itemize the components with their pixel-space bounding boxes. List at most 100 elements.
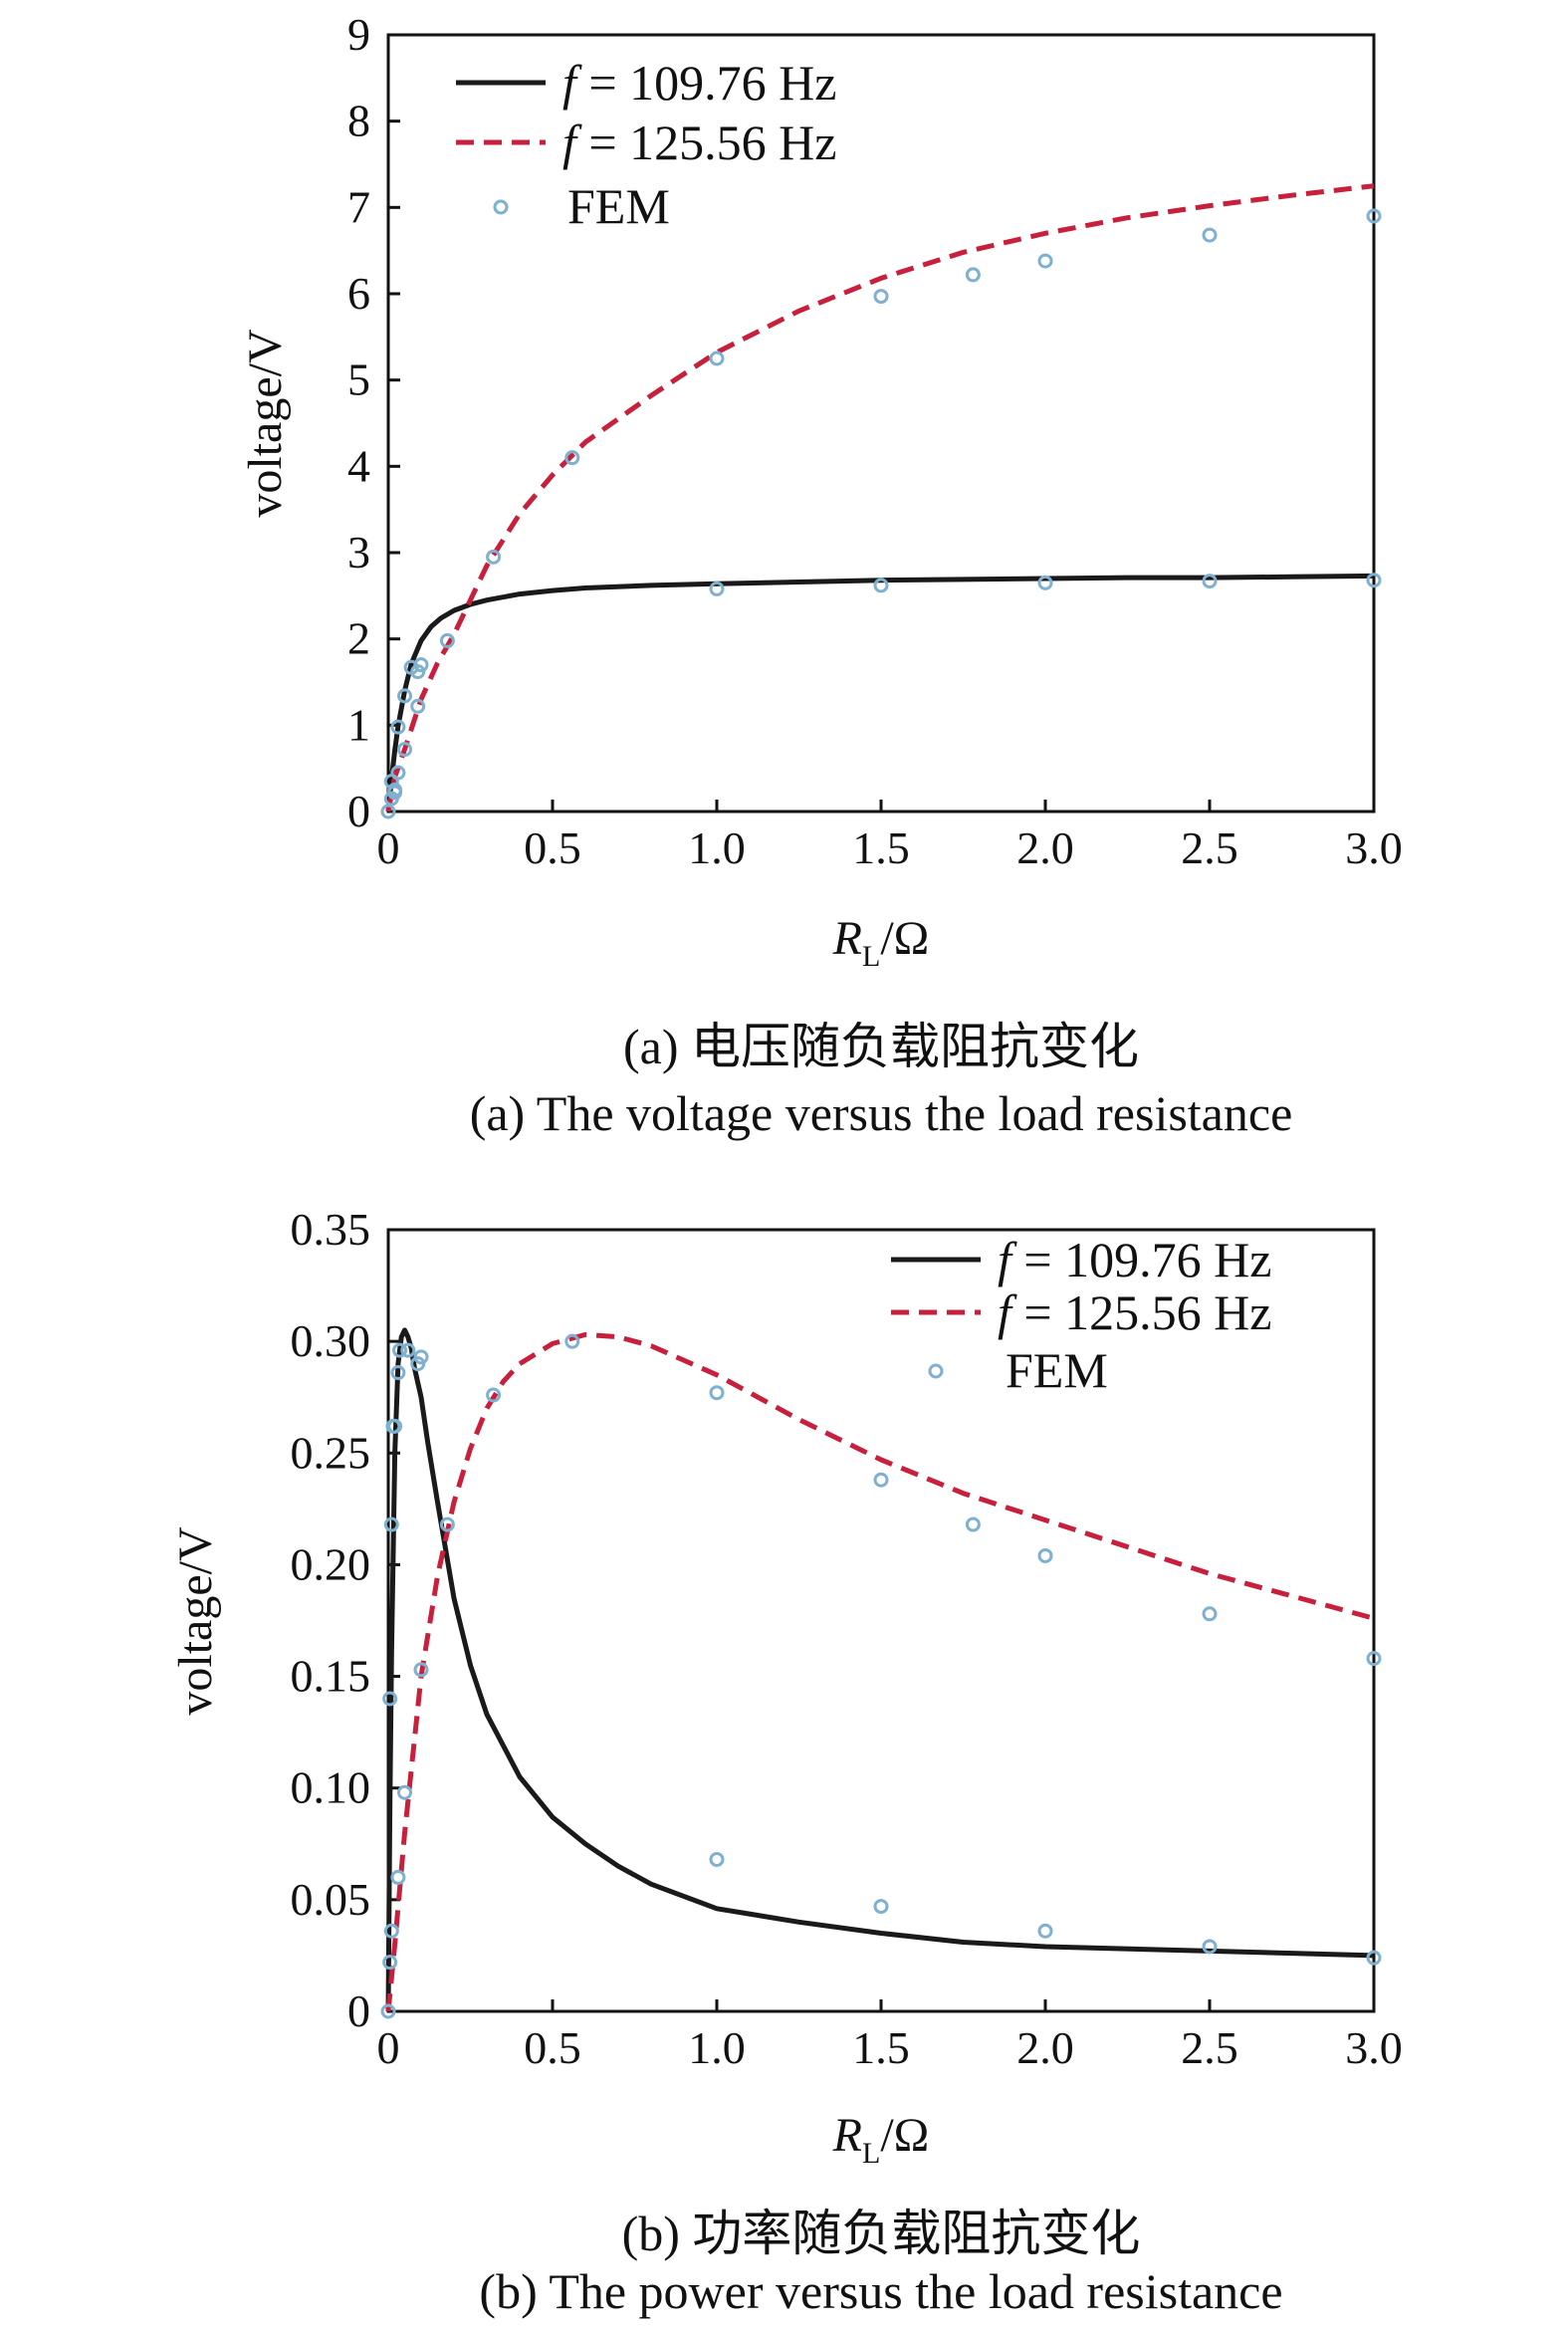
- series-line-2: [385, 183, 1375, 813]
- y-tick-label: 2: [347, 613, 370, 664]
- x-tick-label: 2.5: [1181, 2022, 1238, 2073]
- fem-data-point: [387, 1418, 403, 1434]
- y-tick-label: 6: [347, 268, 370, 319]
- plot-frame: [386, 1228, 1376, 2013]
- fem-data-point: [1366, 1950, 1382, 1966]
- fem-data-point: [1037, 1547, 1053, 1563]
- x-axis-label: RL/Ω: [832, 912, 930, 973]
- y-tick-label: 8: [347, 96, 370, 146]
- x-tick-label: 1.0: [688, 822, 746, 873]
- legend-label-fem: FEM: [567, 178, 670, 234]
- fem-data-point: [439, 632, 455, 648]
- legend-label-series-1: f = 109.76 Hz: [998, 1232, 1271, 1287]
- y-tick-label: 1: [347, 699, 370, 750]
- x-tick-labels: 0 0.5 1.0 1.5 2.0 2.5 3.0: [377, 822, 1403, 873]
- y-tick-label: 4: [347, 440, 370, 491]
- y-axis-label: voltage/V: [239, 329, 292, 518]
- legend-label-fem: FEM: [1006, 1342, 1108, 1398]
- fem-data-point: [390, 765, 406, 781]
- legend-marker-fem: [928, 1363, 944, 1379]
- fem-data-point: [1202, 1606, 1218, 1622]
- fem-data-point: [1037, 575, 1053, 590]
- axis-ticks: [386, 33, 1376, 814]
- y-tick-label: 0.15: [291, 1651, 371, 1702]
- fem-data-point: [410, 698, 426, 714]
- y-tick-label: 0.10: [291, 1762, 371, 1813]
- x-tick-label: 3.0: [1345, 822, 1403, 873]
- fem-data-point: [873, 1472, 889, 1488]
- series-layer: [380, 1327, 1382, 2019]
- x-tick-labels: 0 0.5 1.0 1.5 2.0 2.5 3.0: [377, 2022, 1403, 2073]
- fem-data-point: [413, 1349, 429, 1365]
- fem-data-point: [382, 1691, 398, 1707]
- x-axis-label: RL/Ω: [832, 2109, 930, 2170]
- y-tick-label: 0.20: [291, 1538, 371, 1589]
- y-tick-label: 7: [347, 181, 370, 232]
- fem-data-point: [709, 350, 725, 366]
- fem-data-point: [413, 657, 429, 673]
- y-tick-labels: 0 1 2 3 4 5 6 7 8 9: [347, 9, 370, 836]
- y-tick-labels: 0 0.05 0.10 0.15 0.20 0.25 0.30 0.35: [291, 1204, 371, 2036]
- fem-data-point: [564, 450, 580, 466]
- legend: f = 109.76 Hz f = 125.56 Hz FEM: [891, 1232, 1271, 1398]
- fem-data-point: [400, 1342, 416, 1358]
- fem-data-point: [486, 1387, 502, 1403]
- y-tick-label: 0.35: [291, 1204, 371, 1255]
- fem-data-point: [1037, 1923, 1053, 1939]
- fem-data-point: [965, 267, 981, 283]
- caption-en: (b) The power versus the load resistance: [479, 2263, 1282, 2319]
- fem-data-point: [1037, 253, 1053, 269]
- x-tick-label: 1.5: [852, 2022, 910, 2073]
- plot-frame: [386, 33, 1376, 814]
- fem-data-point: [564, 1333, 580, 1349]
- legend-label-series-2: f = 125.56 Hz: [998, 1284, 1271, 1340]
- series-line-1: [385, 1327, 1375, 2012]
- fem-data-point: [397, 1784, 412, 1800]
- fem-data-point: [383, 1923, 399, 1939]
- chart-voltage-vs-load: 0 0.5 1.0 1.5 2.0 2.5 3.0 0 1 2 3 4 5 6 7 8 9 voltage/V…: [239, 9, 1403, 1141]
- fem-data-point: [873, 1899, 889, 1915]
- fem-data-point: [1202, 574, 1218, 589]
- x-tick-label: 0.5: [524, 2022, 581, 2073]
- fem-data-point: [392, 1342, 408, 1358]
- legend-label-series-1: f = 109.76 Hz: [562, 55, 836, 111]
- y-tick-label: 0: [347, 786, 370, 836]
- chart-power-vs-load: 0 0.5 1.0 1.5 2.0 2.5 3.0 0 0.05 0.10 0.15 0.20 0.2…: [169, 1204, 1403, 2319]
- y-tick-label: 9: [347, 9, 370, 60]
- fem-data-point: [1366, 208, 1382, 224]
- y-tick-label: 0.30: [291, 1315, 371, 1366]
- fem-data-point: [1366, 1651, 1382, 1667]
- y-tick-label: 3: [347, 527, 370, 578]
- fem-data-point: [380, 2003, 396, 2019]
- x-tick-label: 2.5: [1181, 822, 1238, 873]
- fem-data-point: [439, 1516, 455, 1532]
- series-layer: [380, 183, 1382, 819]
- y-tick-label: 0.25: [291, 1427, 371, 1478]
- y-tick-label: 0.05: [291, 1874, 371, 1925]
- legend: f = 109.76 Hz f = 125.56 Hz FEM: [456, 55, 836, 234]
- y-tick-label: 5: [347, 354, 370, 405]
- fem-data-point: [390, 719, 406, 735]
- axis-ticks: [386, 1228, 1376, 2013]
- fem-data-point: [873, 289, 889, 305]
- x-tick-label: 2.0: [1016, 822, 1074, 873]
- fem-data-point: [1202, 227, 1218, 243]
- fem-data-point: [413, 1662, 429, 1678]
- fem-data-point: [397, 742, 412, 758]
- caption-en: (a) The voltage versus the load resistan…: [470, 1085, 1293, 1141]
- x-tick-label: 0.5: [524, 822, 581, 873]
- fem-data-point: [383, 1516, 399, 1532]
- fem-data-point: [965, 1516, 981, 1532]
- fem-data-point: [390, 1365, 406, 1381]
- x-tick-label: 0: [377, 2022, 400, 2073]
- x-tick-label: 3.0: [1345, 2022, 1403, 2073]
- y-axis-label: voltage/V: [169, 1526, 222, 1716]
- series-line-2: [385, 1331, 1375, 2012]
- fem-data-point: [709, 1851, 725, 1867]
- fem-data-point: [486, 549, 502, 565]
- x-tick-label: 1.0: [688, 2022, 746, 2073]
- legend-label-series-2: f = 125.56 Hz: [562, 115, 836, 170]
- x-tick-label: 2.0: [1016, 2022, 1074, 2073]
- x-tick-label: 1.5: [852, 822, 910, 873]
